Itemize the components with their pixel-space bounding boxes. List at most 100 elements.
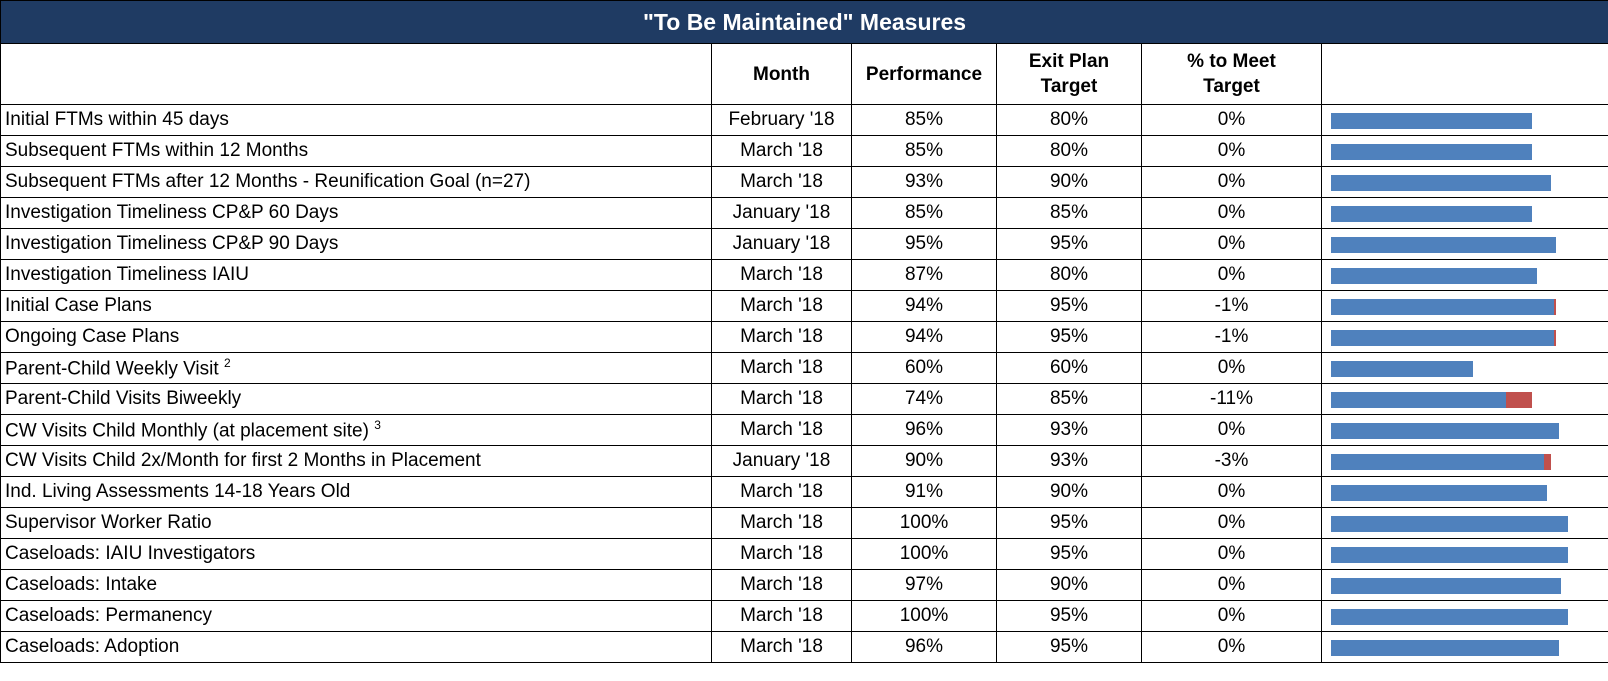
month-cell: March '18 [711,476,852,508]
target-cell: 90% [996,569,1142,601]
target-cell: 95% [996,631,1142,663]
month-cell: March '18 [711,259,852,291]
month-cell: March '18 [711,538,852,570]
target-cell: 90% [996,166,1142,198]
month-cell: March '18 [711,352,852,384]
gap-bar [1506,392,1533,408]
performance-cell: 95% [851,228,997,260]
measure-text: Subsequent FTMs after 12 Months - Reunif… [5,171,531,192]
month-cell: March '18 [711,321,852,353]
month-cell: February '18 [711,104,852,136]
table-row: Subsequent FTMs within 12 Months March '1… [0,135,1608,167]
performance-bar [1331,516,1568,532]
performance-bar [1331,392,1507,408]
measure-text: Supervisor Worker Ratio [5,512,212,533]
performance-bar [1331,640,1559,656]
target-cell: 80% [996,104,1142,136]
performance-bar [1331,175,1552,191]
measure-text: Parent-Child Visits Biweekly [5,388,242,409]
measure-cell: Initial FTMs within 45 days [0,104,712,136]
measure-text: CW Visits Child 2x/Month for first 2 Mon… [5,450,481,471]
bar-cell [1320,166,1608,198]
measure-cell: Investigation Timeliness CP&P 90 Days [0,228,712,260]
measure-text: Ind. Living Assessments 14-18 Years Old [5,481,351,502]
performance-cell: 96% [851,414,997,446]
measure-text: Investigation Timeliness IAIU [5,264,249,285]
measure-text: Investigation Timeliness CP&P 90 Days [5,233,339,254]
table-row: Caseloads: Permanency March '18 100% 95% 0% [0,600,1608,632]
table-row: Caseloads: Intake March '18 97% 90% 0% [0,569,1608,601]
table-row: CW Visits Child 2x/Month for first 2 Mon… [0,445,1608,477]
to-meet-cell: 0% [1141,352,1322,384]
performance-bar [1331,485,1547,501]
bar-cell [1320,104,1608,136]
performance-bar [1331,578,1561,594]
header-cell: % to Meet Target [1141,43,1322,105]
gap-bar [1544,454,1552,470]
bar-cell [1320,197,1608,229]
measure-cell: Parent-Child Visits Biweekly [0,383,712,415]
performance-cell: 85% [851,135,997,167]
measure-cell: Subsequent FTMs within 12 Months [0,135,712,167]
measure-cell: Investigation Timeliness IAIU [0,259,712,291]
measure-text: Caseloads: IAIU Investigators [5,543,256,564]
performance-cell: 96% [851,631,997,663]
header-cell: Exit Plan Target [996,43,1142,105]
performance-cell: 100% [851,600,997,632]
performance-cell: 85% [851,197,997,229]
bar-cell [1320,321,1608,353]
performance-cell: 87% [851,259,997,291]
measure-cell: CW Visits Child Monthly (at placement si… [0,414,712,446]
measure-cell: Parent-Child Weekly Visit 2 [0,352,712,384]
measures-table: "To Be Maintained" Measures Month Perfor… [0,0,1608,663]
performance-cell: 97% [851,569,997,601]
performance-bar [1331,609,1568,625]
measure-text: Parent-Child Weekly Visit [5,358,219,380]
performance-cell: 100% [851,507,997,539]
month-cell: March '18 [711,290,852,322]
footnote-mark: 3 [374,417,381,432]
table-body: Initial FTMs within 45 days February '18 8… [0,104,1608,663]
table-row: Parent-Child Weekly Visit 2 March '18 60% 6… [0,352,1608,384]
month-cell: March '18 [711,631,852,663]
month-cell: March '18 [711,135,852,167]
month-cell: January '18 [711,228,852,260]
target-cell: 95% [996,321,1142,353]
header-cell: Performance [851,43,997,105]
to-meet-cell: 0% [1141,135,1322,167]
target-cell: 80% [996,259,1142,291]
gap-bar [1553,330,1557,346]
bar-cell [1320,569,1608,601]
target-cell: 93% [996,445,1142,477]
performance-cell: 93% [851,166,997,198]
target-cell: 90% [996,476,1142,508]
target-cell: 93% [996,414,1142,446]
performance-bar [1331,206,1533,222]
table-row: Initial Case Plans March '18 94% 95% -1% [0,290,1608,322]
bar-cell [1320,290,1608,322]
measure-cell: Caseloads: Adoption [0,631,712,663]
to-meet-cell: 0% [1141,259,1322,291]
bar-cell [1320,507,1608,539]
target-cell: 85% [996,383,1142,415]
to-meet-cell: 0% [1141,104,1322,136]
performance-cell: 74% [851,383,997,415]
month-cell: January '18 [711,445,852,477]
to-meet-cell: 0% [1141,569,1322,601]
measure-text: Caseloads: Permanency [5,605,212,626]
bar-cell [1320,414,1608,446]
table-row: Investigation Timeliness CP&P 60 Days Jan… [0,197,1608,229]
header-row: Month Performance Exit Plan Target % to … [0,43,1608,105]
target-cell: 95% [996,538,1142,570]
performance-cell: 94% [851,290,997,322]
table-row: Investigation Timeliness CP&P 90 Days Jan… [0,228,1608,260]
bar-cell [1320,538,1608,570]
measure-cell: Caseloads: Permanency [0,600,712,632]
month-cell: March '18 [711,569,852,601]
bar-cell [1320,228,1608,260]
measure-text: Ongoing Case Plans [5,326,180,347]
table-title: "To Be Maintained" Measures [0,0,1608,44]
table-row: Subsequent FTMs after 12 Months - Reunif… [0,166,1608,198]
performance-cell: 90% [851,445,997,477]
measure-text: Caseloads: Intake [5,574,158,595]
